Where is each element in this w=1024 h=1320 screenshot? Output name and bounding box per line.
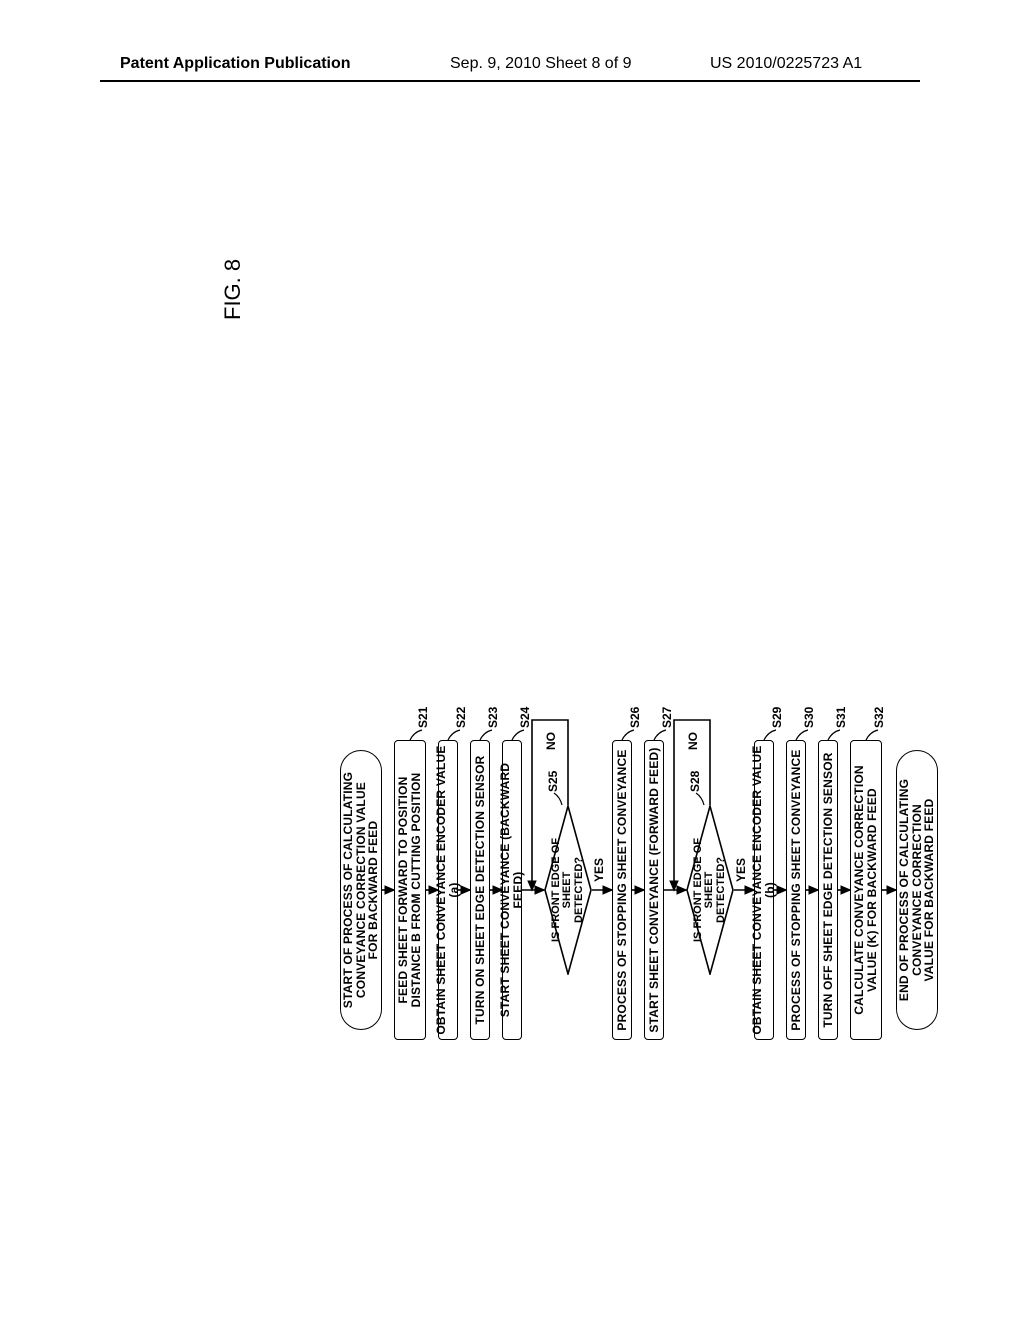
flow-start: START OF PROCESS OF CALCULATING CONVEYAN… xyxy=(340,750,382,1030)
flow-s30-text: PROCESS OF STOPPING SHEET CONVEYANCE xyxy=(790,749,803,1030)
flow-s23: TURN ON SHEET EDGE DETECTION SENSOR xyxy=(470,740,490,1040)
flow-s27: START SHEET CONVEYANCE (FORWARD FEED) xyxy=(644,740,664,1040)
flow-s21: FEED SHEET FORWARD TO POSITION DISTANCE … xyxy=(394,740,426,1040)
flow-s31-label: S31 xyxy=(834,707,848,728)
flow-s22-label: S22 xyxy=(454,707,468,728)
flow-s26-text: PROCESS OF STOPPING SHEET CONVEYANCE xyxy=(616,749,629,1030)
flow-d25: IS FRONT EDGE OF SHEET DETECTED? xyxy=(544,805,592,975)
flow-s32-text: CALCULATE CONVEYANCE CORRECTION VALUE (K… xyxy=(853,765,878,1015)
flow-d25-yes: YES xyxy=(592,858,606,882)
flow-d28-text: IS FRONT EDGE OF SHEET DETECTED? xyxy=(693,819,728,961)
header-publication: Patent Application Publication xyxy=(120,55,351,73)
flow-s30-label: S30 xyxy=(802,707,816,728)
flow-d28: IS FRONT EDGE OF SHEET DETECTED? xyxy=(686,805,734,975)
flow-d25-no: NO xyxy=(544,732,558,750)
header-docnum: US 2010/0225723 A1 xyxy=(710,55,862,73)
flow-s24-text: START SHEET CONVEYANCE (BACKWARD FEED) xyxy=(499,745,524,1035)
flow-s31-text: TURN OFF SHEET EDGE DETECTION SENSOR xyxy=(822,752,835,1027)
flow-start-text: START OF PROCESS OF CALCULATING CONVEYAN… xyxy=(342,772,380,1008)
flow-s30: PROCESS OF STOPPING SHEET CONVEYANCE xyxy=(786,740,806,1040)
flow-s21-text: FEED SHEET FORWARD TO POSITION DISTANCE … xyxy=(397,773,422,1008)
flow-s22: OBTAIN SHEET CONVEYANCE ENCODER VALUE (a… xyxy=(438,740,458,1040)
flow-s24: START SHEET CONVEYANCE (BACKWARD FEED) xyxy=(502,740,522,1040)
flow-s29-label: S29 xyxy=(770,707,784,728)
flow-s23-label: S23 xyxy=(486,707,500,728)
figure-label: FIG. 8 xyxy=(220,259,246,320)
flow-s25-label: S25 xyxy=(546,771,560,792)
header-rule xyxy=(100,80,920,82)
flow-s32: CALCULATE CONVEYANCE CORRECTION VALUE (K… xyxy=(850,740,882,1040)
flow-d25-text: IS FRONT EDGE OF SHEET DETECTED? xyxy=(551,819,586,961)
flowchart: START OF PROCESS OF CALCULATING CONVEYAN… xyxy=(340,150,700,1050)
flow-s22-text: OBTAIN SHEET CONVEYANCE ENCODER VALUE (a… xyxy=(435,745,460,1035)
header-date-sheet: Sep. 9, 2010 Sheet 8 of 9 xyxy=(450,55,631,73)
flow-s32-label: S32 xyxy=(872,707,886,728)
flow-s24-label: S24 xyxy=(518,707,532,728)
flow-s26: PROCESS OF STOPPING SHEET CONVEYANCE xyxy=(612,740,632,1040)
flow-end-text: END OF PROCESS OF CALCULATING CONVEYANCE… xyxy=(898,779,936,1001)
flow-s23-text: TURN ON SHEET EDGE DETECTION SENSOR xyxy=(474,755,487,1024)
flow-s28-label: S28 xyxy=(688,771,702,792)
flow-s26-label: S26 xyxy=(628,707,642,728)
flow-s27-label: S27 xyxy=(660,707,674,728)
flow-end: END OF PROCESS OF CALCULATING CONVEYANCE… xyxy=(896,750,938,1030)
flow-s29-text: OBTAIN SHEET CONVEYANCE ENCODER VALUE (b… xyxy=(751,745,776,1035)
flow-s21-label: S21 xyxy=(416,707,430,728)
flow-s31: TURN OFF SHEET EDGE DETECTION SENSOR xyxy=(818,740,838,1040)
flow-s29: OBTAIN SHEET CONVEYANCE ENCODER VALUE (b… xyxy=(754,740,774,1040)
flow-s27-text: START SHEET CONVEYANCE (FORWARD FEED) xyxy=(648,747,661,1032)
flow-d28-no: NO xyxy=(686,732,700,750)
flow-d28-yes: YES xyxy=(734,858,748,882)
